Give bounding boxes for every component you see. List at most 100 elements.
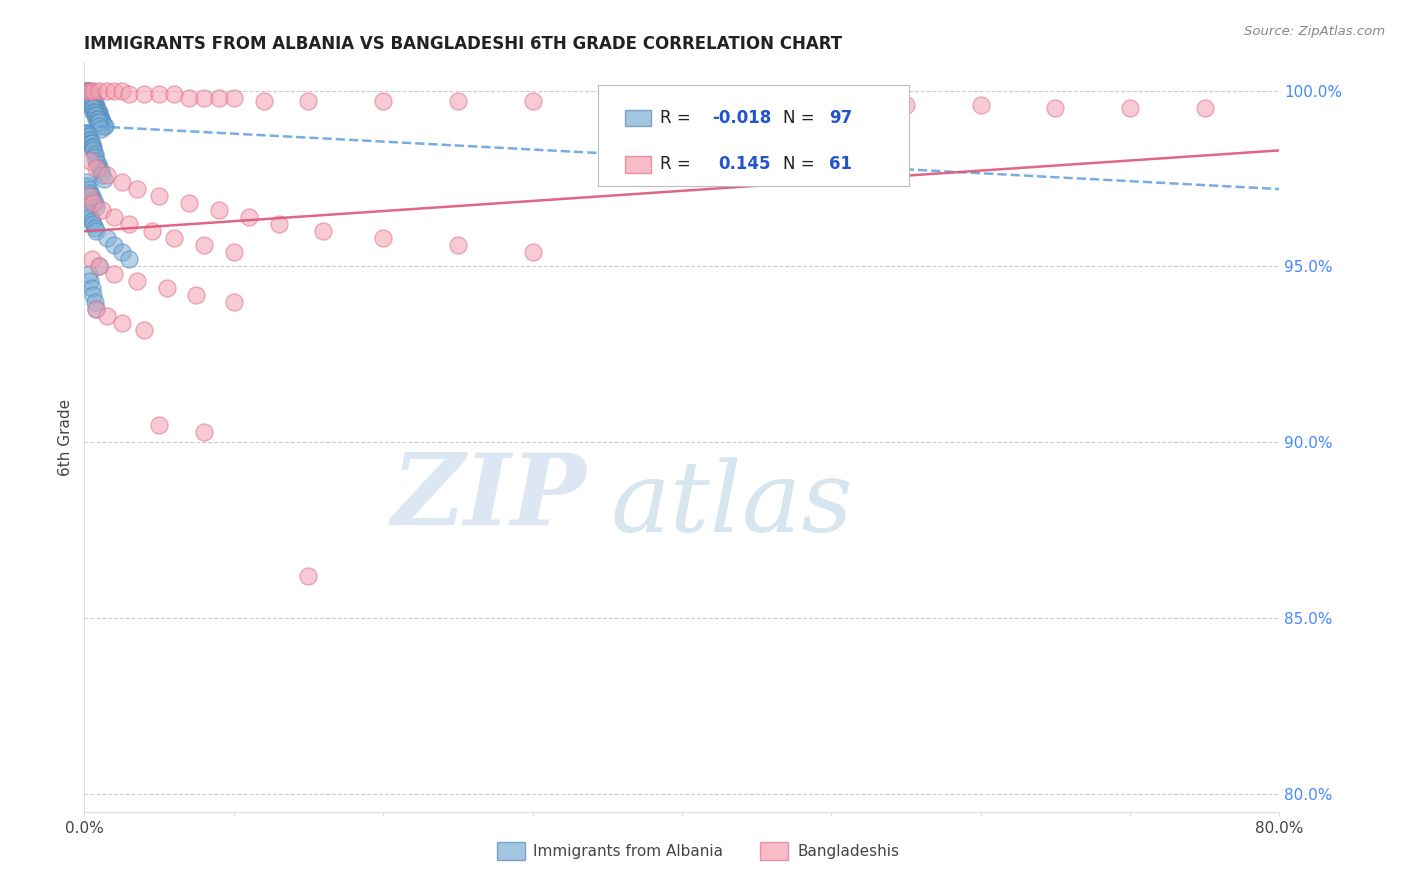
Point xyxy=(75,175,97,189)
Point xyxy=(222,294,245,309)
Point xyxy=(238,211,260,225)
Point xyxy=(90,112,112,126)
Point xyxy=(77,84,100,98)
Point xyxy=(82,144,104,158)
Text: R =: R = xyxy=(661,109,696,127)
Point xyxy=(76,84,98,98)
Point xyxy=(83,220,105,235)
Point xyxy=(80,90,103,104)
Point xyxy=(111,84,134,98)
Point xyxy=(79,136,101,151)
Point xyxy=(77,94,100,108)
Point xyxy=(83,108,105,122)
Point xyxy=(82,196,104,211)
Point xyxy=(82,94,104,108)
Point xyxy=(447,94,470,108)
Point xyxy=(83,104,105,119)
Text: 61: 61 xyxy=(830,155,852,173)
Point xyxy=(86,101,108,115)
Point xyxy=(77,133,100,147)
Text: ZIP: ZIP xyxy=(391,449,586,545)
Point xyxy=(79,84,101,98)
Point xyxy=(82,101,104,115)
Point xyxy=(1045,101,1067,115)
Point xyxy=(79,153,101,168)
Point xyxy=(89,260,111,274)
Point xyxy=(75,126,97,140)
Point xyxy=(89,84,111,98)
Point xyxy=(86,224,108,238)
Point xyxy=(82,104,104,119)
Point xyxy=(103,238,125,252)
Point xyxy=(141,224,163,238)
Point xyxy=(148,189,170,203)
Point xyxy=(76,87,98,101)
Point xyxy=(80,213,103,227)
Point xyxy=(1194,101,1216,115)
Point xyxy=(89,115,111,129)
Point xyxy=(80,136,103,151)
Point xyxy=(87,112,110,126)
Point xyxy=(89,104,111,119)
Point xyxy=(80,97,103,112)
Point xyxy=(83,196,105,211)
Point xyxy=(79,186,101,200)
Point xyxy=(155,280,177,294)
Point xyxy=(596,94,619,108)
Point xyxy=(79,97,101,112)
Point xyxy=(80,189,103,203)
Point xyxy=(522,245,544,260)
Point xyxy=(103,211,125,225)
Point xyxy=(76,126,98,140)
Point xyxy=(970,97,993,112)
Point xyxy=(177,196,200,211)
Point xyxy=(80,252,103,267)
Point xyxy=(79,87,101,101)
Point xyxy=(90,112,112,126)
Point xyxy=(745,97,768,112)
Point xyxy=(91,168,114,182)
Point xyxy=(76,84,98,98)
Text: R =: R = xyxy=(661,155,702,173)
Point xyxy=(103,84,125,98)
Text: Source: ZipAtlas.com: Source: ZipAtlas.com xyxy=(1244,25,1385,38)
Point xyxy=(82,287,104,301)
Text: -0.018: -0.018 xyxy=(711,109,770,127)
Point xyxy=(373,231,395,245)
Point xyxy=(186,287,208,301)
Point xyxy=(96,84,118,98)
FancyBboxPatch shape xyxy=(496,842,526,861)
Point xyxy=(77,189,100,203)
Point xyxy=(76,129,98,144)
Point xyxy=(148,417,170,432)
Point xyxy=(76,84,98,98)
Point xyxy=(111,316,134,330)
Point xyxy=(86,108,108,122)
Point xyxy=(89,161,111,175)
Point xyxy=(163,87,186,101)
Point xyxy=(91,203,114,218)
Point xyxy=(208,203,231,218)
Point xyxy=(77,129,100,144)
FancyBboxPatch shape xyxy=(759,842,789,861)
Point xyxy=(93,171,115,186)
Point xyxy=(89,108,111,122)
Text: 0.145: 0.145 xyxy=(718,155,770,173)
Point xyxy=(1119,101,1142,115)
Point xyxy=(79,87,101,101)
Point xyxy=(80,280,103,294)
Point xyxy=(77,84,100,98)
Point xyxy=(80,140,103,154)
Point xyxy=(177,90,200,104)
Point xyxy=(91,115,114,129)
Point xyxy=(447,238,470,252)
Point xyxy=(373,94,395,108)
Point xyxy=(208,90,231,104)
Point xyxy=(79,274,101,288)
Point xyxy=(77,182,100,196)
Point xyxy=(75,84,97,98)
Point xyxy=(87,115,110,129)
FancyBboxPatch shape xyxy=(624,110,651,126)
Point xyxy=(86,112,108,126)
Point xyxy=(267,217,290,231)
